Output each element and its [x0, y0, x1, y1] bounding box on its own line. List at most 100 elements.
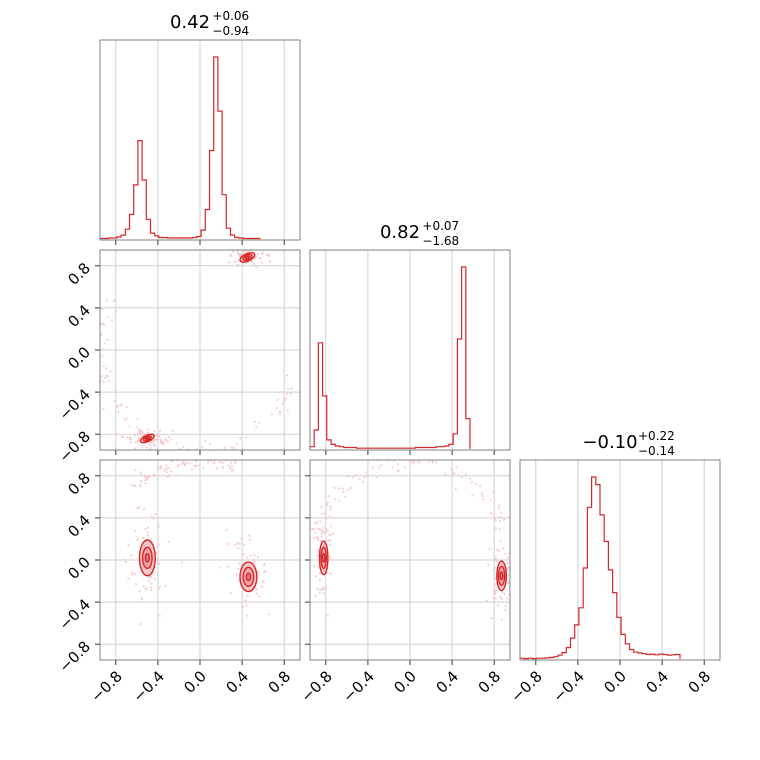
- scatter-point: [136, 417, 139, 420]
- scatter-point: [138, 429, 141, 432]
- scatter-point: [343, 495, 347, 498]
- scatter-point: [364, 474, 367, 477]
- contour-2-1-2: [499, 571, 504, 581]
- scatter-point: [212, 462, 215, 465]
- scatter-point: [149, 538, 153, 541]
- title-median: 0.42: [170, 12, 210, 33]
- scatter-point: [270, 412, 273, 416]
- scatter-point: [112, 299, 115, 302]
- scatter-point: [144, 482, 147, 485]
- scatter-point: [470, 481, 473, 484]
- scatter-point: [315, 520, 318, 523]
- scatter-point: [135, 426, 138, 429]
- scatter-point: [208, 442, 212, 445]
- scatter-point: [488, 548, 491, 551]
- title-minus: −0.94: [212, 24, 249, 38]
- scatter-point: [494, 597, 497, 600]
- scatter-point: [258, 421, 261, 424]
- scatter-point: [506, 556, 509, 559]
- scatter-point: [233, 446, 236, 450]
- scatter-point: [146, 431, 149, 434]
- x-tick-label: 0.8: [475, 667, 505, 697]
- scatter-point: [206, 461, 210, 464]
- scatter-point: [146, 476, 149, 479]
- scatter-point: [152, 517, 155, 520]
- scatter-point: [153, 577, 156, 580]
- scatter-point: [182, 460, 186, 463]
- scatter-point: [166, 440, 169, 443]
- scatter-point: [480, 492, 483, 495]
- scatter-point: [493, 566, 497, 570]
- scatter-point: [471, 494, 474, 497]
- scatter-point: [494, 557, 497, 560]
- title-plus: +0.06: [212, 9, 249, 23]
- scatter-point: [100, 322, 103, 325]
- scatter-point: [319, 528, 322, 532]
- scatter-point: [286, 387, 290, 391]
- scatter-point: [499, 595, 502, 598]
- scatter-point: [499, 519, 502, 523]
- scatter-point: [286, 409, 289, 412]
- scatter-point: [157, 525, 161, 528]
- contour-2-0-2: [321, 552, 326, 563]
- scatter-point: [320, 532, 323, 535]
- scatter-point: [167, 540, 170, 543]
- scatter-point: [120, 403, 123, 406]
- scatter-point: [107, 375, 110, 378]
- scatter-point: [498, 504, 501, 507]
- scatter-point: [102, 322, 105, 325]
- scatter-point: [497, 550, 501, 553]
- scatter-point: [412, 462, 415, 465]
- param-title-1: 0.82: [380, 222, 420, 243]
- scatter-point: [149, 447, 152, 450]
- scatter-point: [503, 592, 506, 595]
- scatter-point: [410, 460, 413, 464]
- scatter-point: [396, 463, 400, 466]
- scatter-point: [137, 506, 141, 509]
- scatter-point: [338, 487, 341, 490]
- scatter-point: [236, 263, 239, 266]
- scatter-point: [321, 512, 324, 515]
- scatter-point: [267, 613, 270, 616]
- histogram-2: [519, 476, 681, 660]
- scatter-point: [142, 585, 146, 588]
- scatter-point: [177, 464, 180, 467]
- scatter-point: [130, 554, 133, 557]
- scatter-point: [231, 468, 234, 471]
- scatter-point: [137, 437, 141, 440]
- scatter-point: [158, 562, 161, 565]
- scatter-point: [122, 558, 125, 561]
- scatter-point: [479, 484, 482, 487]
- scatter-point: [319, 520, 322, 523]
- scatter-point: [142, 536, 145, 539]
- scatter-point: [145, 446, 148, 449]
- scatter-point: [102, 407, 105, 410]
- scatter-point: [222, 461, 225, 464]
- scatter-point: [148, 442, 151, 445]
- scatter-point: [236, 249, 240, 253]
- scatter-point: [138, 427, 141, 430]
- scatter-point: [322, 592, 326, 595]
- scatter-point: [198, 464, 201, 467]
- scatter-point: [134, 573, 137, 576]
- scatter-point: [465, 473, 468, 476]
- scatter-point: [246, 614, 249, 617]
- panel-frame-0-0: [99, 39, 301, 241]
- scatter-point: [238, 562, 241, 565]
- scatter-point: [100, 374, 103, 378]
- scatter-point: [318, 591, 321, 595]
- scatter-point: [504, 608, 507, 612]
- scatter-point: [397, 470, 400, 473]
- scatter-point: [329, 572, 333, 575]
- scatter-point: [327, 495, 331, 498]
- scatter-point: [128, 438, 132, 441]
- scatter-point: [258, 595, 261, 598]
- scatter-point: [230, 446, 233, 449]
- scatter-point: [503, 518, 506, 521]
- scatter-point: [391, 466, 394, 469]
- x-tick-label: 0.0: [180, 667, 210, 697]
- scatter-point: [228, 261, 231, 264]
- scatter-point: [243, 543, 246, 546]
- scatter-point: [341, 487, 344, 490]
- scatter-point: [226, 542, 229, 546]
